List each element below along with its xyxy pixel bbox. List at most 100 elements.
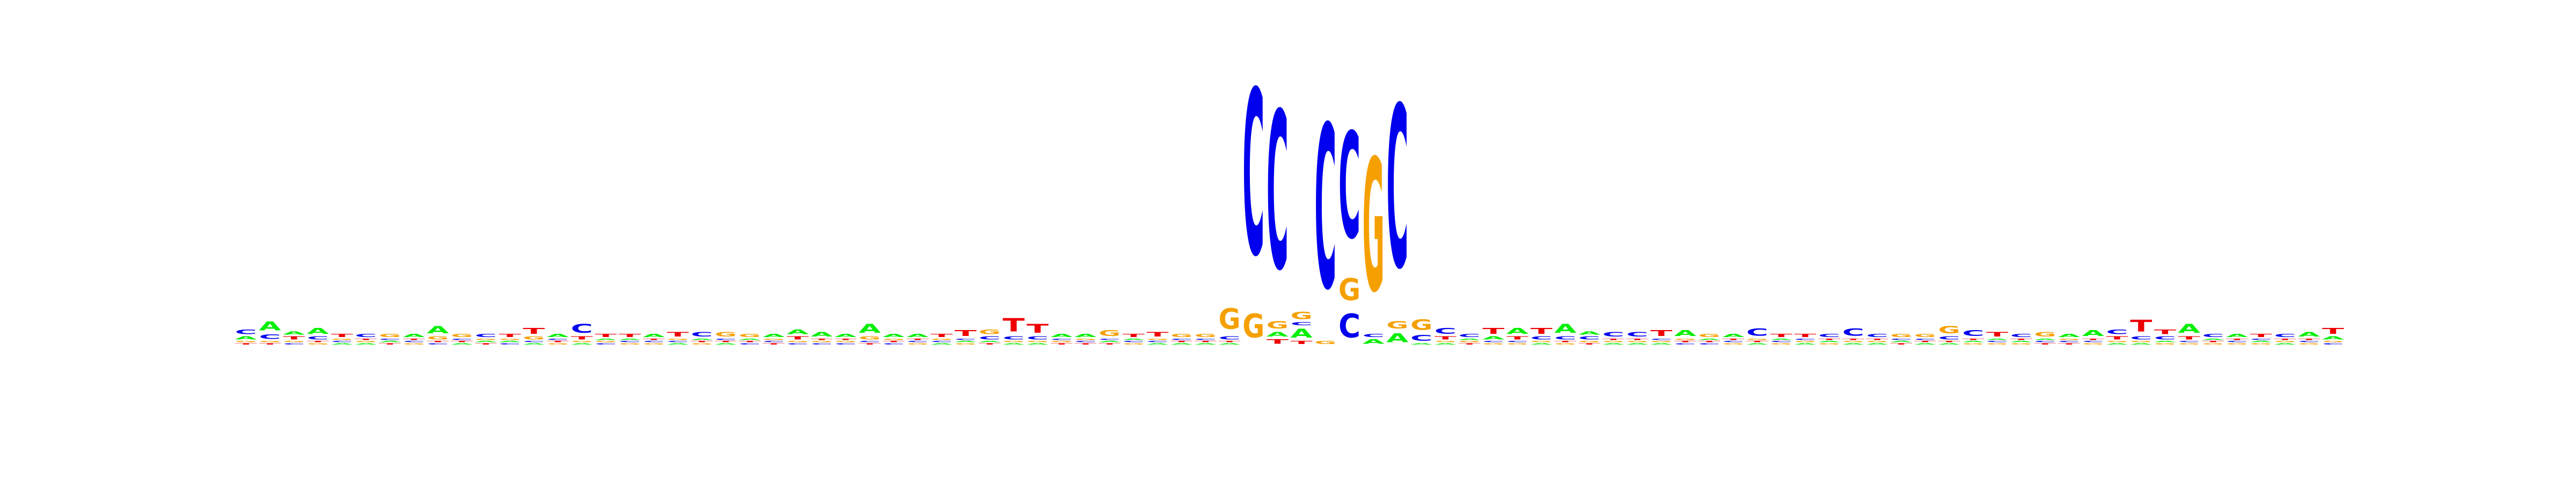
logo-letter-g: G bbox=[1410, 317, 1432, 333]
logo-letter-c: C bbox=[1338, 103, 1360, 272]
logo-letter-a: A bbox=[2250, 340, 2272, 342]
logo-letter-t: T bbox=[667, 331, 689, 338]
logo-letter-a: A bbox=[738, 338, 760, 340]
logo-letter-g: G bbox=[2202, 343, 2224, 345]
logo-letter-t: T bbox=[2226, 338, 2248, 340]
logo-column-33: AGCT bbox=[1002, 314, 1025, 345]
logo-letter-t: T bbox=[883, 340, 905, 342]
logo-letter-c: C bbox=[1002, 336, 1024, 341]
logo-letter-c: C bbox=[1482, 340, 1504, 342]
logo-letter-c: C bbox=[2178, 340, 2200, 342]
logo-column-37: TACG bbox=[1099, 328, 1121, 345]
logo-letter-t: T bbox=[1218, 340, 1240, 342]
logo-letter-g: G bbox=[547, 343, 569, 345]
logo-letter-t: T bbox=[1051, 343, 1073, 345]
logo-letter-c: C bbox=[1866, 333, 1888, 338]
logo-letter-g: G bbox=[1002, 340, 1024, 342]
logo-letter-g: G bbox=[1962, 343, 1984, 345]
logo-column-53: GCAT bbox=[1482, 326, 1505, 345]
logo-letter-c: C bbox=[2202, 333, 2224, 338]
logo-letter-t: T bbox=[1866, 338, 1888, 340]
logo-letter-a: A bbox=[1267, 331, 1289, 338]
logo-letter-a: A bbox=[1746, 343, 1768, 345]
logo-letter-c: C bbox=[1363, 333, 1385, 338]
logo-letter-t: T bbox=[2298, 338, 2320, 340]
logo-letter-g: G bbox=[2226, 343, 2248, 345]
logo-letter-t: T bbox=[2322, 326, 2344, 335]
logo-letter-t: T bbox=[1074, 343, 1096, 345]
logo-letter-a: A bbox=[2034, 338, 2056, 340]
logo-letter-a: A bbox=[523, 343, 545, 345]
logo-column-27: TCGA bbox=[859, 321, 881, 345]
logo-letter-g: G bbox=[906, 343, 928, 345]
logo-letter-c: C bbox=[1051, 338, 1073, 340]
logo-letter-g: G bbox=[1074, 338, 1096, 340]
logo-letter-c: C bbox=[571, 321, 593, 335]
logo-letter-g: G bbox=[715, 331, 737, 338]
logo-letter-g: G bbox=[259, 340, 281, 342]
logo-letter-t: T bbox=[906, 338, 928, 340]
logo-letter-g: G bbox=[2178, 343, 2200, 345]
logo-letter-g: G bbox=[1842, 340, 1864, 342]
logo-letter-c: C bbox=[2010, 333, 2032, 338]
logo-letter-a: A bbox=[1195, 343, 1217, 345]
logo-letter-c: C bbox=[2322, 343, 2344, 345]
logo-letter-c: C bbox=[475, 333, 497, 338]
logo-letter-a: A bbox=[1986, 338, 2008, 340]
logo-letter-g: G bbox=[1794, 340, 1816, 342]
logo-letter-t: T bbox=[1818, 338, 1840, 340]
logo-letter-t: T bbox=[2082, 338, 2104, 340]
logo-column-8: GCTA bbox=[403, 333, 426, 345]
logo-column-7: TACG bbox=[379, 333, 401, 345]
logo-letter-a: A bbox=[1650, 343, 1672, 345]
logo-letter-a: A bbox=[1770, 338, 1792, 340]
logo-letter-t: T bbox=[331, 333, 354, 338]
logo-letter-a: A bbox=[978, 340, 1000, 342]
logo-letter-t: T bbox=[787, 336, 809, 341]
logo-letter-c: C bbox=[1123, 340, 1145, 342]
logo-letter-c: C bbox=[355, 333, 377, 338]
logo-letter-c: C bbox=[1698, 343, 1720, 345]
logo-column-15: AGTC bbox=[571, 321, 594, 345]
logo-letter-t: T bbox=[2058, 343, 2080, 345]
logo-column-46: GC bbox=[1314, 80, 1336, 346]
logo-letter-g: G bbox=[667, 338, 689, 340]
logo-letter-g: G bbox=[1650, 340, 1672, 342]
logo-letter-c: C bbox=[1170, 338, 1192, 340]
logo-letter-a: A bbox=[1818, 340, 1840, 342]
logo-letter-g: G bbox=[2274, 340, 2296, 342]
logo-letter-c: C bbox=[2298, 340, 2320, 342]
logo-letter-t: T bbox=[763, 343, 785, 345]
logo-letter-g: G bbox=[2034, 331, 2056, 338]
logo-letter-t: T bbox=[715, 340, 737, 342]
logo-letter-a: A bbox=[1674, 329, 1697, 338]
logo-letter-t: T bbox=[499, 333, 521, 338]
logo-letter-t: T bbox=[1674, 340, 1696, 342]
logo-letter-g: G bbox=[2010, 343, 2032, 345]
logo-letter-a: A bbox=[571, 343, 593, 345]
logo-letter-g: G bbox=[1267, 319, 1289, 331]
logo-letter-g: G bbox=[931, 338, 953, 340]
logo-letter-a: A bbox=[2010, 340, 2032, 342]
logo-letter-c: C bbox=[235, 328, 257, 335]
logo-letter-t: T bbox=[235, 343, 257, 345]
logo-letter-a: A bbox=[2322, 335, 2345, 340]
logo-letter-c: C bbox=[1602, 331, 1624, 338]
logo-letter-g: G bbox=[307, 343, 329, 345]
logo-letter-g: G bbox=[1602, 340, 1624, 342]
logo-letter-g: G bbox=[811, 340, 833, 342]
logo-letter-g: G bbox=[1890, 333, 1912, 338]
logo-letter-t: T bbox=[1195, 340, 1217, 342]
logo-letter-a: A bbox=[1794, 343, 1816, 345]
logo-letter-c: C bbox=[1099, 338, 1121, 340]
logo-letter-g: G bbox=[427, 336, 449, 341]
logo-letter-g: G bbox=[1218, 303, 1240, 336]
logo-letter-c: C bbox=[738, 343, 760, 345]
logo-column-78: GCTA bbox=[2082, 329, 2105, 345]
